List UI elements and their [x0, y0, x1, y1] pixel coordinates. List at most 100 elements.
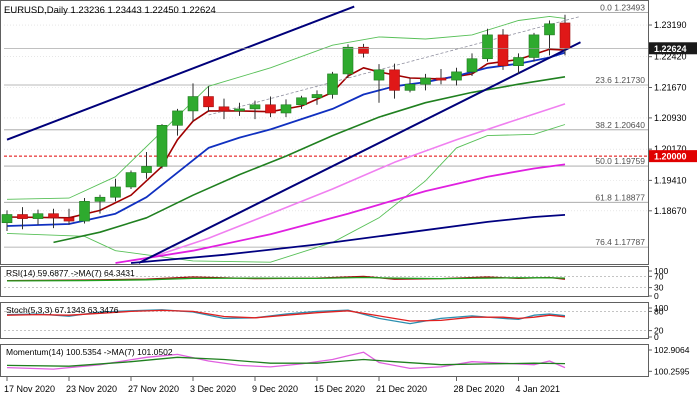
grid-layer [4, 24, 648, 212]
bull-candle-body [327, 73, 338, 95]
bear-candle-body [17, 214, 28, 219]
fib-level-label: 61.8 1.18877 [595, 192, 645, 202]
rsi-axis-label: 100 [654, 266, 668, 276]
bull-candle-body [187, 96, 199, 112]
bull-candle-body [32, 213, 44, 219]
stoch-axis-label: 0 [654, 332, 659, 342]
momentum-axis-label: 102.9064 [654, 345, 690, 355]
moving-average-ma-pink [146, 103, 566, 260]
bull-candle-body [79, 201, 90, 222]
bull-candle-body [296, 97, 307, 106]
moving-average-ma-blue [6, 51, 566, 227]
time-tick-label: 9 Dec 2020 [252, 384, 298, 394]
bull-candle-body [141, 166, 152, 173]
stoch-panel-frame [0, 302, 649, 339]
channel-trendline [6, 5, 355, 141]
bull-candle-body [420, 77, 431, 85]
stoch-label: Stoch(5,3,3) 67.1343 63.3476 [6, 305, 119, 315]
bull-candle-body [544, 23, 555, 36]
bull-candle-body [311, 94, 323, 99]
price-tick-label: 1.23190 [654, 20, 687, 30]
candlesticks [1, 14, 571, 231]
key-level-label: 1.20000 [654, 152, 687, 162]
bull-candle-body [172, 110, 183, 126]
momentum-series-momentum-ma [6, 356, 566, 367]
time-tick-label: 21 Dec 2020 [376, 384, 427, 394]
bear-candle-body [48, 213, 59, 219]
price-tick-label: 1.20170 [654, 144, 687, 154]
bull-candle-body [528, 34, 540, 58]
fib-level-label: 38.2 1.20640 [595, 120, 645, 130]
time-tick-label: 27 Nov 2020 [128, 384, 179, 394]
bull-candle-body [249, 104, 261, 110]
price-tick-label: 1.21670 [654, 82, 687, 92]
moving-average-ma-magenta [115, 163, 566, 264]
channel-trendline [138, 41, 581, 264]
bull-candle-body [110, 186, 121, 198]
fibonacci-levels: 0.0 1.23493 23.6 1.21730 38.2 1.20640 50.0 … [4, 3, 648, 248]
moving-average-ma-navy [130, 214, 566, 264]
time-tick-label: 3 Dec 2020 [190, 384, 236, 394]
rsi-axis-label: 70 [654, 271, 664, 281]
bear-candle-body [435, 77, 447, 81]
bull-candle-body [125, 172, 137, 188]
momentum-panel: 102.9064 100.2595 Momentum(14) 100.5354 ->… [6, 345, 690, 376]
bull-candle-body [342, 46, 354, 75]
bull-candle-body [466, 58, 478, 73]
stoch-axis-label: 20 [654, 326, 664, 336]
bull-candle-body [280, 104, 292, 114]
bear-candle-body [63, 217, 75, 222]
stoch-axis-label: 80 [654, 306, 664, 316]
time-tick-label: 4 Jan 2021 [516, 384, 561, 394]
time-tick-label: 15 Dec 2020 [314, 384, 365, 394]
fib-level-label: 50.0 1.19759 [595, 156, 645, 166]
bull-candle-body [451, 71, 462, 81]
momentum-series-momentum [6, 351, 566, 370]
price-tick-label: 1.18670 [654, 206, 687, 216]
bear-candle-body [358, 46, 369, 54]
bear-candle-body [265, 104, 276, 114]
bull-candle-body [156, 125, 168, 167]
bear-candle-body [497, 34, 509, 67]
moving-average-ma-green [53, 76, 566, 244]
time-axis: 17 Nov 2020 23 Nov 2020 27 Nov 2020 3 Dec 2… [4, 377, 560, 394]
current-price-box [649, 42, 697, 55]
price-tick-label: 1.22420 [654, 52, 687, 62]
bull-candle-body [404, 83, 416, 91]
moving-averages [6, 48, 566, 264]
bull-candle-body [1, 214, 13, 224]
bear-candle-body [389, 69, 400, 91]
rsi-panel-frame [0, 266, 649, 297]
stoch-series-stoch-main [6, 309, 566, 325]
bear-candle-body [559, 22, 571, 49]
time-tick-label: 23 Nov 2020 [66, 384, 117, 394]
price-tick-label: 1.20930 [654, 113, 687, 123]
fib-level-label: 23.6 1.21730 [595, 75, 645, 85]
key-level-box [649, 150, 697, 163]
symbol-header: EURUSD,Daily 1.23236 1.23443 1.22450 1.2… [4, 5, 216, 16]
time-tick-label: 28 Dec 2020 [454, 384, 505, 394]
momentum-label: Momentum(14) 100.5354 ->MA(7) 101.0502 [6, 347, 173, 357]
rsi-axis-label: 30 [654, 283, 664, 293]
bull-candle-body [513, 57, 524, 67]
main-panel-frame [0, 0, 649, 265]
rsi-label: RSI(14) 59.6877 ->MA(7) 64.3431 [6, 268, 135, 278]
bollinger-upper [6, 15, 566, 200]
rsi-series-rsi-ma [6, 276, 566, 282]
stoch-series-stoch-signal [6, 309, 566, 322]
current-price-label: 1.22624 [654, 44, 687, 54]
bull-candle-body [94, 196, 106, 202]
fib-level-label: 76.4 1.17787 [595, 237, 645, 247]
fib-level-label: 0.0 1.23493 [600, 3, 645, 13]
rsi-axis-label: 0 [654, 291, 659, 301]
time-tick-label: 17 Nov 2020 [4, 384, 55, 394]
bear-candle-body [218, 106, 230, 112]
price-axis: 1.23190 1.22420 1.21670 1.20930 1.20170 1.194… [4, 20, 697, 216]
bull-candle-body [482, 34, 493, 60]
momentum-panel-frame [0, 344, 649, 377]
momentum-axis-label: 100.2595 [654, 366, 690, 376]
stoch-axis-label: 100 [654, 303, 668, 313]
